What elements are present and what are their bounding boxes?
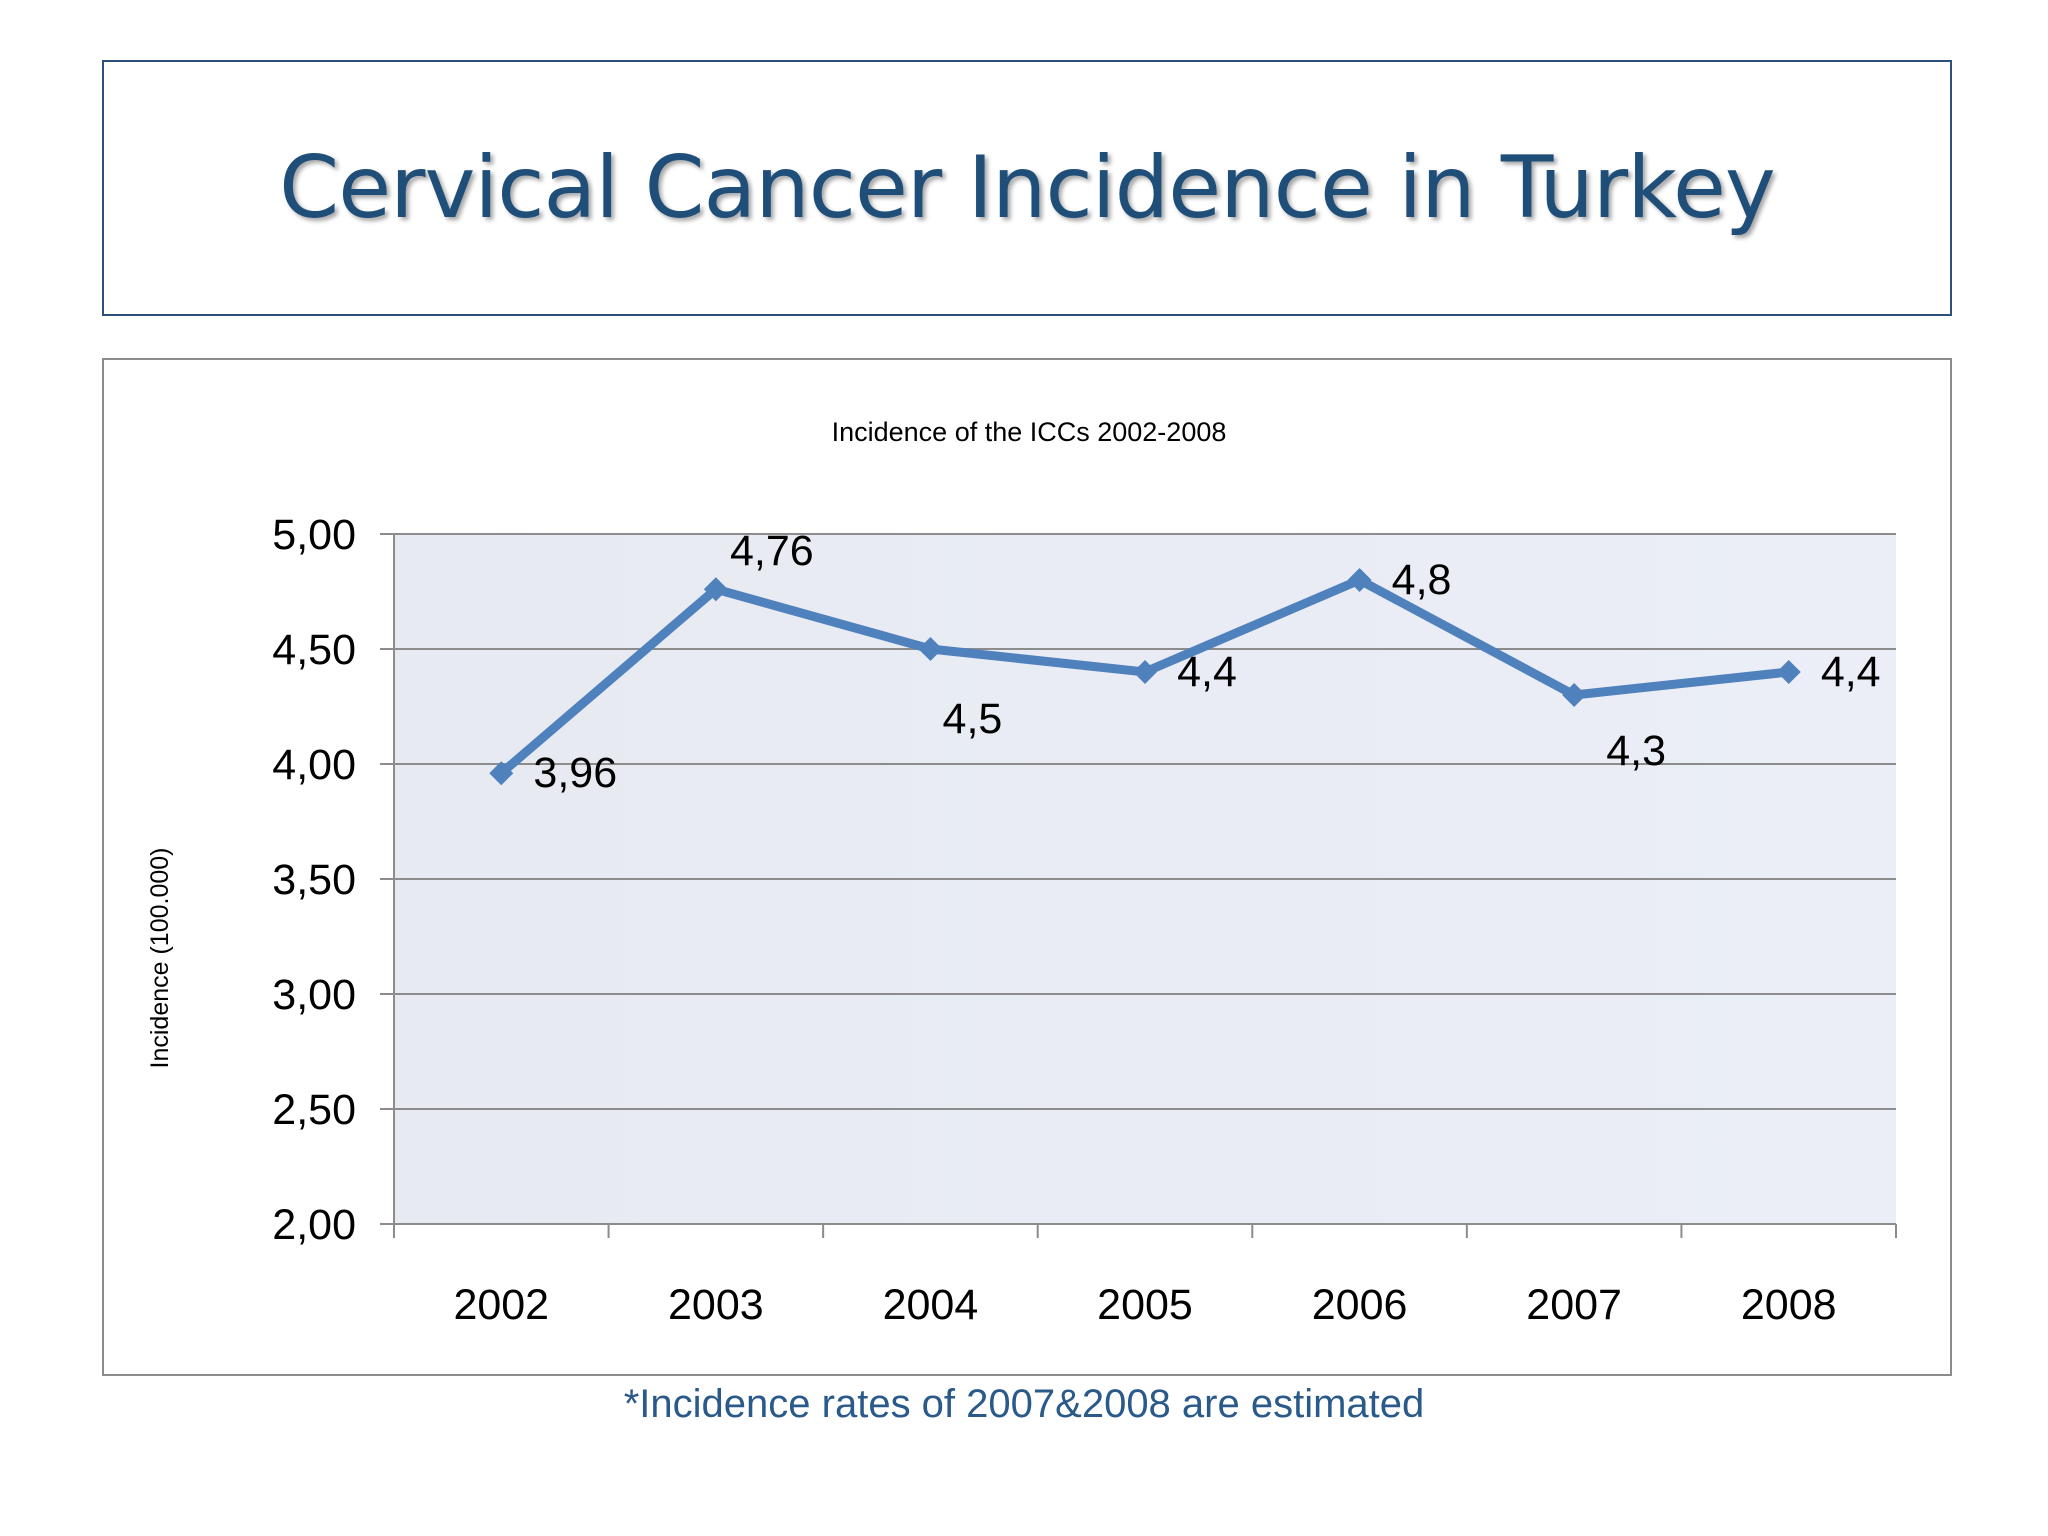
x-tick-label: 2007 — [1526, 1281, 1622, 1329]
x-tick-label: 2005 — [1097, 1281, 1193, 1329]
y-tick-label: 2,00 — [272, 1201, 356, 1249]
data-label: 4,4 — [1177, 648, 1237, 696]
x-tick-label: 2008 — [1741, 1281, 1837, 1329]
chart-frame: Incidence of the ICCs 2002-2008 Incidenc… — [102, 358, 1952, 1376]
y-axis-label: Incidence (100.000) — [146, 848, 174, 1069]
y-tick-label: 4,50 — [272, 626, 356, 674]
data-point-marker — [1133, 660, 1157, 684]
data-point-marker — [918, 637, 943, 661]
y-tick-label: 3,00 — [272, 971, 356, 1019]
x-tick-label: 2004 — [883, 1281, 979, 1329]
data-label: 4,3 — [1606, 727, 1666, 775]
data-label: 4,5 — [943, 695, 1003, 743]
data-point-marker — [1347, 568, 1372, 592]
title-frame: Cervical Cancer Incidence in Turkey — [102, 60, 1952, 316]
x-tick-label: 2006 — [1312, 1281, 1408, 1329]
data-point-marker — [489, 761, 514, 786]
y-tick-label: 5,00 — [272, 511, 356, 559]
line-chart: Incidence of the ICCs 2002-2008 Incidenc… — [146, 417, 1897, 1329]
footnote: *Incidence rates of 2007&2008 are estima… — [623, 1382, 1425, 1426]
data-label: 4,76 — [730, 527, 814, 575]
data-point-marker — [1562, 683, 1587, 707]
data-label: 4,4 — [1821, 648, 1881, 696]
y-tick-label: 2,50 — [272, 1086, 356, 1134]
y-tick-label: 3,50 — [272, 856, 356, 904]
y-tick-label: 4,00 — [272, 741, 356, 789]
data-label: 4,8 — [1392, 556, 1452, 604]
slide-title: Cervical Cancer Incidence in Turkey — [279, 138, 1776, 238]
chart-title: Incidence of the ICCs 2002-2008 — [832, 417, 1227, 447]
data-point-marker — [703, 577, 728, 602]
x-tick-label: 2003 — [668, 1281, 764, 1329]
x-tick-label: 2002 — [453, 1281, 549, 1329]
data-label: 3,96 — [533, 749, 617, 797]
data-point-marker — [1776, 660, 1801, 684]
